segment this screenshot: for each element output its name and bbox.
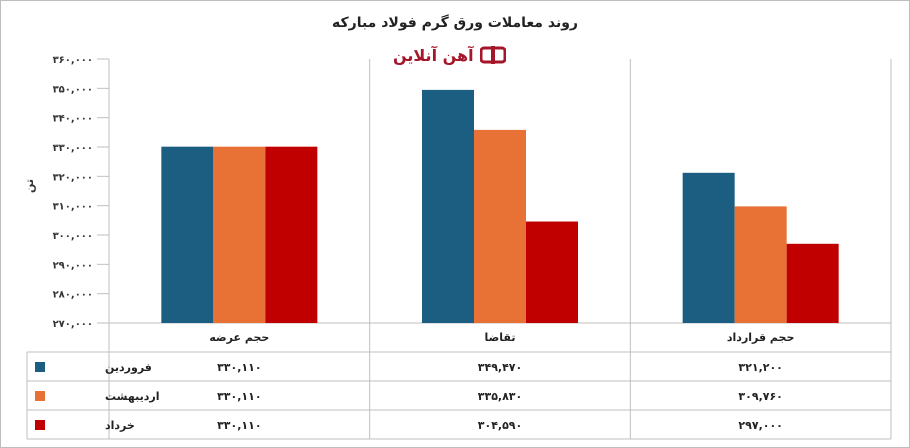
bar: [682, 172, 735, 323]
y-tick-label: ۲۸۰,۰۰۰: [53, 290, 93, 301]
bar: [161, 146, 214, 323]
legend-swatch: [35, 391, 45, 401]
y-tick-label: ۳۶۰,۰۰۰: [53, 55, 93, 66]
category-label: حجم قرارداد: [727, 331, 795, 344]
legend-swatch: [35, 362, 45, 372]
y-tick-label: ۲۹۰,۰۰۰: [53, 260, 93, 271]
brand-logo-icon: [479, 46, 506, 64]
y-tick-label: ۲۷۰,۰۰۰: [53, 319, 93, 330]
category-label: حجم عرضه: [209, 331, 269, 344]
data-label: ۳۳۰,۱۱۰: [217, 361, 261, 374]
data-label: ۳۳۰,۱۱۰: [217, 390, 261, 403]
y-tick-label: ۳۴۰,۰۰۰: [53, 114, 93, 125]
y-axis-label: تن: [23, 179, 36, 193]
bar: [734, 206, 787, 323]
y-tick-label: ۳۰۰,۰۰۰: [53, 231, 93, 242]
legend-swatch: [35, 420, 45, 430]
bar: [474, 129, 526, 323]
legend-label: فروردین: [105, 361, 152, 374]
legend-label: اردیبهشت: [105, 390, 159, 403]
brand-name: آهن آنلاین: [393, 45, 474, 65]
bar: [213, 146, 266, 323]
legend-label: خرداد: [105, 419, 135, 432]
bar: [786, 243, 839, 323]
data-label: ۳۳۵,۸۳۰: [478, 390, 522, 403]
y-tick-label: ۳۳۰,۰۰۰: [53, 143, 93, 154]
bar: [422, 89, 474, 323]
data-label: ۳۰۹,۷۶۰: [738, 390, 782, 403]
brand-logo: آهن آنلاین: [393, 43, 506, 67]
data-label: ۳۴۹,۴۷۰: [478, 361, 522, 374]
data-label: ۳۲۱,۲۰۰: [738, 361, 782, 374]
data-label: ۲۹۷,۰۰۰: [738, 419, 782, 432]
bar: [265, 146, 318, 323]
chart-title: روند معاملات ورق گرم فولاد مبارکه: [332, 15, 578, 31]
bar: [526, 221, 578, 323]
data-label: ۳۳۰,۱۱۰: [217, 419, 261, 432]
y-tick-label: ۳۱۰,۰۰۰: [53, 202, 93, 213]
y-tick-label: ۳۵۰,۰۰۰: [53, 84, 93, 95]
y-tick-label: ۳۲۰,۰۰۰: [53, 172, 93, 183]
data-label: ۳۰۴,۵۹۰: [478, 419, 522, 432]
category-label: تقاضا: [485, 331, 516, 344]
